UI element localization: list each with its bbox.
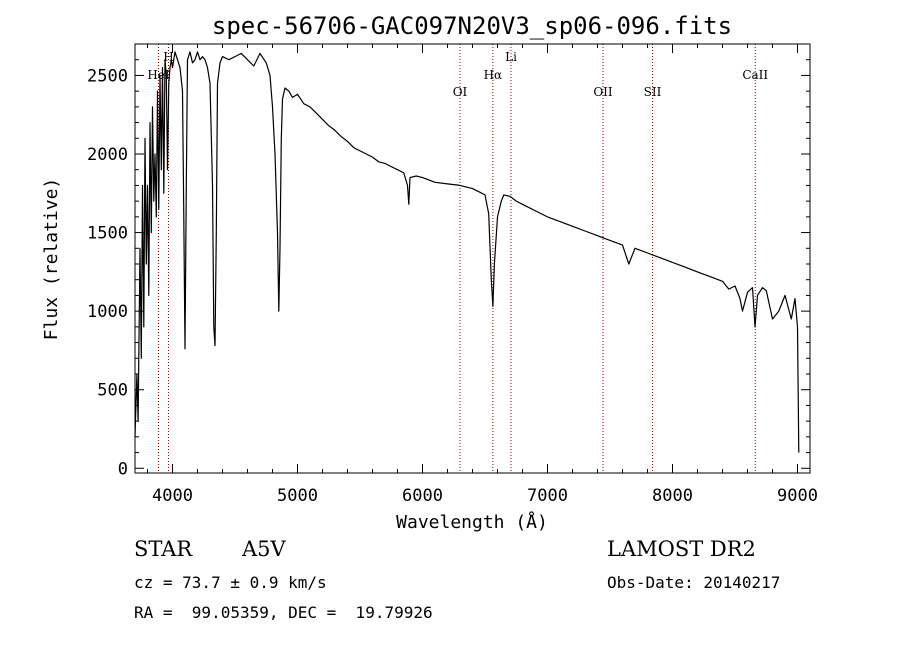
line-label-1: H bbox=[163, 50, 173, 64]
x-tick-label-9000: 9000 bbox=[777, 486, 818, 506]
y-tick-label-1000: 1000 bbox=[87, 302, 128, 322]
x-tick-label-6000: 6000 bbox=[402, 486, 443, 506]
survey-name: LAMOST DR2 bbox=[607, 537, 756, 561]
observation-date: Obs-Date: 20140217 bbox=[607, 573, 781, 592]
plot-frame bbox=[134, 43, 811, 474]
spectrum-line bbox=[134, 51, 800, 453]
chart-title: spec-56706-GAC097N20V3_sp06-096.fits bbox=[212, 12, 732, 40]
coordinates-readout: RA = 99.05359, DEC = 19.79926 bbox=[134, 603, 433, 622]
line-label-5: OII bbox=[593, 85, 613, 99]
x-tick-label-7000: 7000 bbox=[527, 486, 568, 506]
line-label-3: Hα bbox=[484, 68, 503, 82]
x-tick-label-8000: 8000 bbox=[652, 486, 693, 506]
line-label-4: Li bbox=[505, 50, 517, 64]
y-tick-label-500: 500 bbox=[97, 381, 128, 401]
x-tick-label-4000: 4000 bbox=[152, 486, 193, 506]
line-label-6: SII bbox=[644, 85, 662, 99]
object-subclass: A5V bbox=[242, 537, 286, 561]
y-tick-label-1500: 1500 bbox=[87, 224, 128, 244]
line-label-2: OI bbox=[453, 85, 468, 99]
y-axis-label: Flux (relative) bbox=[41, 178, 62, 341]
y-tick-label-2500: 2500 bbox=[87, 66, 128, 86]
y-tick-label-2000: 2000 bbox=[87, 145, 128, 165]
x-axis-label: Wavelength (Å) bbox=[396, 511, 548, 533]
object-class: STAR bbox=[134, 537, 193, 561]
y-tick-label-0: 0 bbox=[118, 459, 128, 479]
x-tick-label-5000: 5000 bbox=[277, 486, 318, 506]
redshift-readout: cz = 73.7 ± 0.9 km/s bbox=[134, 573, 327, 592]
line-label-7: CaII bbox=[742, 68, 768, 82]
